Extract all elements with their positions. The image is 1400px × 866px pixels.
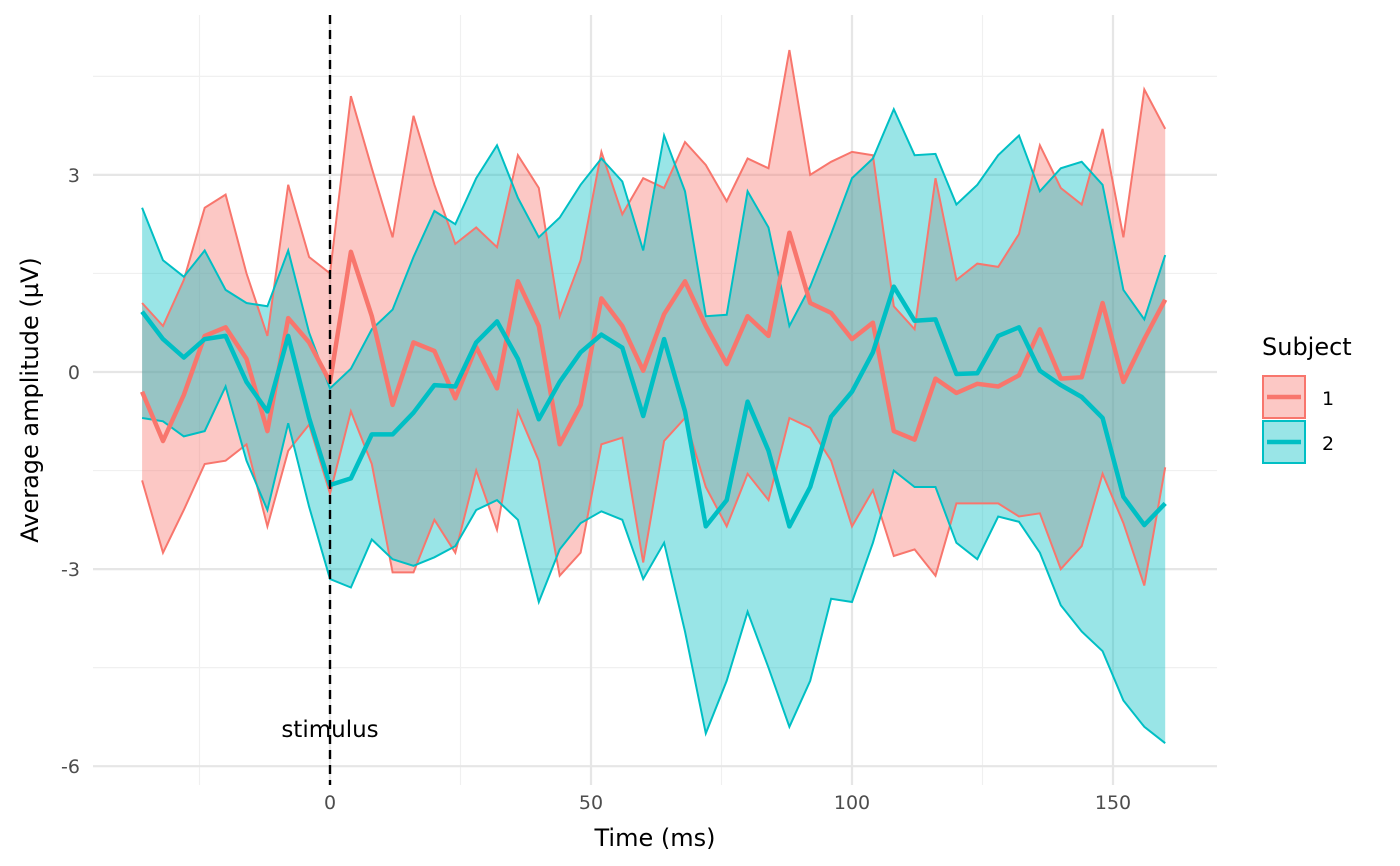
x-tick-label: 0 <box>324 792 336 814</box>
x-tick-label: 100 <box>834 792 870 814</box>
legend: Subject 1 2 <box>1262 333 1352 464</box>
y-tick-label: 3 <box>68 165 80 187</box>
stimulus-label: stimulus <box>281 717 378 743</box>
ribbons <box>141 49 1167 744</box>
grid <box>93 15 1217 785</box>
mean-lines <box>140 230 1168 529</box>
axis-ticks: 3 0 -3 -6 0 50 100 150 <box>61 165 1131 814</box>
x-tick-label: 150 <box>1095 792 1131 814</box>
upper-line-subject-2 <box>141 106 1167 391</box>
y-tick-label: -3 <box>61 559 80 581</box>
y-axis-label: Average amplitude (µV) <box>16 257 44 543</box>
mean-line-subject-1 <box>140 230 1168 447</box>
x-tick-label: 50 <box>579 792 603 814</box>
y-tick-label: -6 <box>61 756 80 778</box>
legend-label-subject-2: 2 <box>1322 433 1334 455</box>
lower-line-subject-2 <box>141 383 1166 744</box>
x-axis-label: Time (ms) <box>594 824 716 852</box>
mean-line-subject-2 <box>140 284 1167 529</box>
upper-line-subject-1 <box>141 49 1167 337</box>
ribbon-subject-1 <box>142 50 1166 586</box>
legend-title: Subject <box>1262 333 1352 361</box>
ribbon-subject-2 <box>142 109 1166 744</box>
legend-label-subject-1: 1 <box>1322 388 1334 410</box>
y-tick-label: 0 <box>68 362 80 384</box>
